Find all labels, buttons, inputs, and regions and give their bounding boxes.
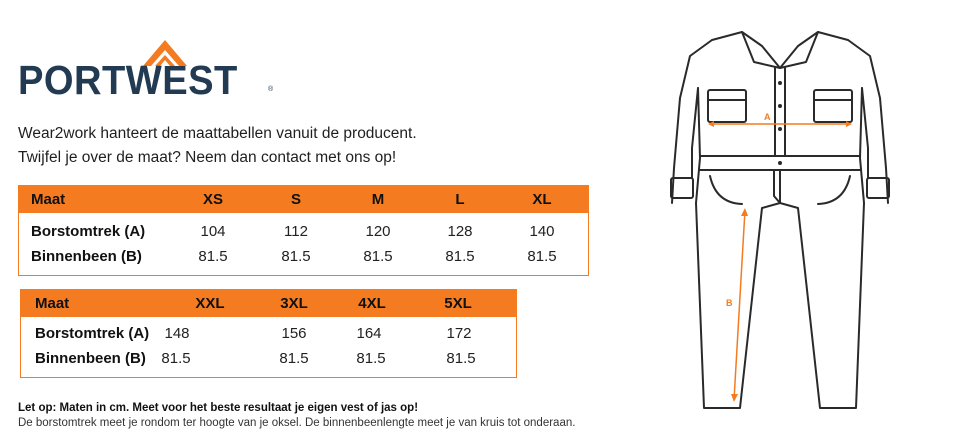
table-cell: 81.5	[198, 248, 228, 265]
header-cell-s: S	[290, 191, 302, 208]
table-cell: 81.5	[279, 350, 309, 367]
table-cell: 120	[365, 223, 391, 240]
header-cell-xxl: XXL	[195, 295, 225, 312]
header-cell-3xl: 3XL	[280, 295, 308, 312]
measure-b-label: B	[726, 298, 733, 308]
measurement-note: Let op: Maten in cm. Meet voor het beste…	[18, 401, 575, 431]
header-cell-maat: Maat	[35, 295, 70, 312]
table-row: Borstomtrek (A) 104 112 120 128 140	[19, 219, 588, 244]
table-row: Binnenbeen (B) 81.5 81.5 81.5 81.5	[21, 346, 516, 371]
table-header: Maat XS S M L XL	[19, 186, 588, 213]
intro-line-2: Twijfel je over de maat? Neem dan contac…	[18, 149, 397, 166]
table-header: Maat XXL 3XL 4XL 5XL	[21, 290, 516, 317]
header-cell-maat: Maat	[31, 191, 66, 208]
header-cell-l: L	[455, 191, 465, 208]
table-cell: 81.5	[281, 248, 311, 265]
table-cell: 172	[446, 325, 472, 342]
table-row: Binnenbeen (B) 81.5 81.5 81.5 81.5 81.5	[19, 244, 588, 269]
measure-a-label: A	[764, 112, 771, 122]
registered-mark: ®	[268, 86, 274, 93]
table-cell: 104	[200, 223, 226, 240]
size-table-1: Maat XS S M L XL Borstomtrek (A) 104 112…	[18, 185, 589, 276]
table-cell: 128	[447, 223, 473, 240]
header-cell-m: M	[371, 191, 385, 208]
table-cell: 81.5	[445, 248, 475, 265]
table-cell: 164	[356, 325, 382, 342]
coverall-icon: A B	[670, 31, 890, 409]
header-cell-4xl: 4XL	[358, 295, 386, 312]
intro-text: Wear2work hanteert de maattabellen vanui…	[18, 122, 417, 170]
table-cell: 148	[164, 325, 190, 342]
header-cell-xs: XS	[202, 191, 224, 208]
size-table-2: Maat XXL 3XL 4XL 5XL Borstomtrek (A) 148…	[20, 289, 517, 378]
table-cell: 81.5	[527, 248, 557, 265]
brand-name: PORTWEST	[18, 57, 238, 103]
table-cell: 81.5	[356, 350, 386, 367]
header-cell-xl: XL	[532, 191, 552, 208]
table-cell: 81.5	[363, 248, 393, 265]
row-label: Borstomtrek (A)	[35, 325, 150, 342]
portwest-chevron-icon	[143, 40, 187, 66]
table-cell: 81.5	[446, 350, 476, 367]
intro-line-1: Wear2work hanteert de maattabellen vanui…	[18, 125, 417, 142]
note-bold: Let op: Maten in cm. Meet voor het beste…	[18, 402, 419, 414]
table-cell: 156	[281, 325, 307, 342]
note-text: De borstomtrek meet je rondom ter hoogte…	[18, 417, 576, 429]
row-label: Borstomtrek (A)	[31, 223, 146, 240]
row-label: Binnenbeen (B)	[35, 350, 146, 367]
table-cell: 112	[284, 223, 308, 240]
row-label: Binnenbeen (B)	[31, 248, 142, 265]
table-cell: 81.5	[161, 350, 191, 367]
header-cell-5xl: 5XL	[444, 295, 472, 312]
table-cell: 140	[529, 223, 555, 240]
table-row: Borstomtrek (A) 148 156 164 172	[21, 321, 516, 346]
